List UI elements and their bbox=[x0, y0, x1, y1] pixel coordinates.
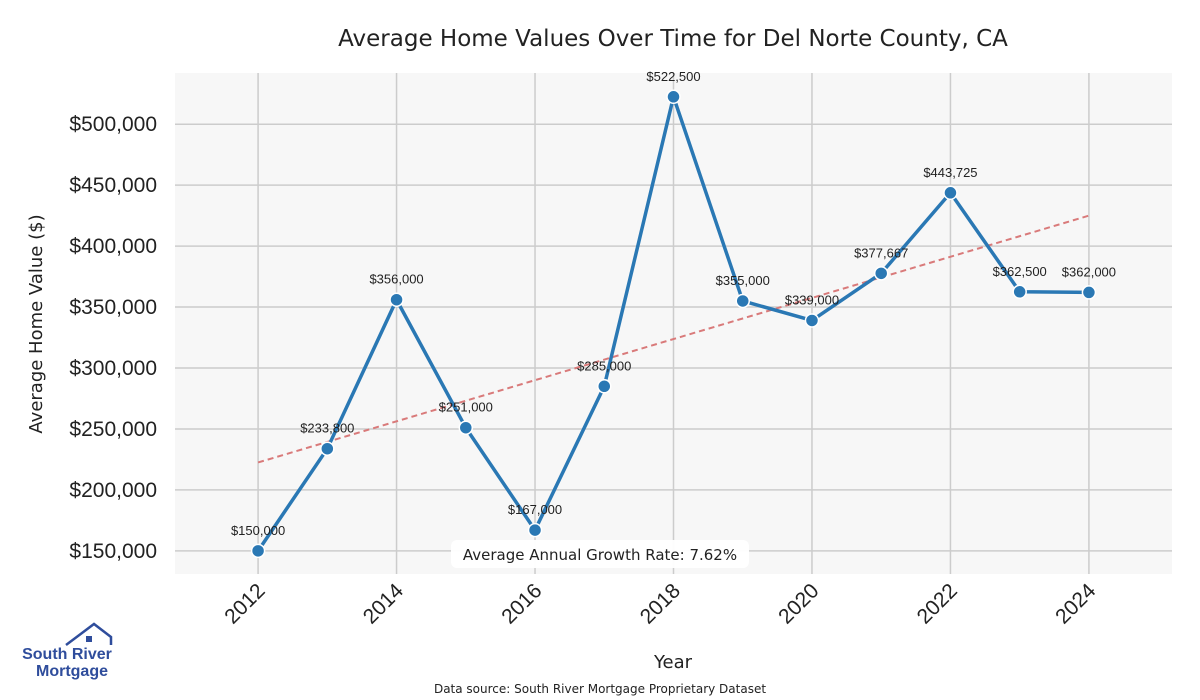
data-point bbox=[389, 292, 404, 307]
data-label: $285,000 bbox=[577, 358, 631, 373]
x-tick-label: 2024 bbox=[1051, 579, 1101, 629]
chart-title: Average Home Values Over Time for Del No… bbox=[338, 26, 1008, 52]
data-label: $362,500 bbox=[993, 264, 1047, 279]
y-tick-label: $350,000 bbox=[69, 296, 157, 319]
data-label: $356,000 bbox=[369, 272, 423, 287]
x-tick-label: 2020 bbox=[774, 579, 823, 628]
data-label: $251,000 bbox=[439, 400, 493, 415]
data-labels: $150,000 $233,800 $356,000 $251,000 $167,000… bbox=[231, 69, 1116, 538]
x-tick-label: 2012 bbox=[220, 579, 269, 628]
data-source-note: Data source: South River Mortgage Propri… bbox=[434, 682, 766, 696]
x-tick-label: 2018 bbox=[636, 579, 685, 628]
x-tick-label: 2016 bbox=[497, 579, 546, 628]
data-label: $362,000 bbox=[1062, 264, 1116, 279]
house-roof-icon bbox=[65, 622, 113, 646]
logo: South River Mortgage bbox=[22, 622, 113, 680]
y-tick-label: $300,000 bbox=[69, 357, 157, 380]
data-point bbox=[1012, 284, 1027, 300]
trend-line bbox=[257, 214, 1090, 464]
y-tick-label: $150,000 bbox=[69, 540, 157, 563]
house-window-icon bbox=[86, 636, 92, 642]
logo-line2: Mortgage bbox=[36, 663, 108, 680]
grid-lines bbox=[175, 73, 1172, 574]
growth-annotation-box bbox=[451, 540, 749, 568]
data-point bbox=[943, 185, 958, 201]
data-point bbox=[873, 266, 889, 281]
data-label: $150,000 bbox=[231, 523, 285, 538]
y-tick-label: $400,000 bbox=[69, 235, 157, 258]
data-label: $377,667 bbox=[854, 245, 908, 260]
y-tick-label: $450,000 bbox=[69, 174, 157, 197]
data-point bbox=[804, 313, 820, 328]
data-point bbox=[735, 293, 750, 309]
data-point bbox=[666, 89, 681, 105]
x-axis-label: Year bbox=[653, 652, 693, 673]
data-point bbox=[527, 522, 543, 538]
growth-annotation-text: Average Annual Growth Rate: 7.62% bbox=[463, 546, 737, 564]
data-point bbox=[597, 379, 612, 394]
data-point bbox=[458, 420, 474, 435]
data-point bbox=[320, 441, 335, 456]
x-tick-label: 2014 bbox=[359, 579, 409, 629]
data-label: $339,000 bbox=[785, 292, 839, 307]
data-label: $355,000 bbox=[716, 273, 770, 288]
logo-line1: South River bbox=[22, 646, 112, 663]
y-tick-label: $500,000 bbox=[69, 113, 157, 136]
data-label: $167,000 bbox=[508, 502, 562, 517]
y-axis-ticks: $150,000 $200,000 $250,000 $300,000 $350,000… bbox=[69, 113, 157, 563]
data-point bbox=[1081, 285, 1097, 300]
x-axis-ticks: 2012 2014 2016 2018 2020 2022 2024 bbox=[220, 579, 1100, 629]
data-points bbox=[250, 89, 1097, 559]
y-axis-label: Average Home Value ($) bbox=[26, 214, 47, 433]
data-point bbox=[250, 543, 266, 559]
data-label: $443,725 bbox=[923, 165, 977, 180]
y-tick-label: $200,000 bbox=[69, 479, 157, 502]
data-label: $522,500 bbox=[646, 69, 700, 84]
x-tick-label: 2022 bbox=[913, 579, 962, 628]
data-label: $233,800 bbox=[300, 421, 354, 436]
y-tick-label: $250,000 bbox=[69, 418, 157, 441]
growth-annotation: Average Annual Growth Rate: 7.62% bbox=[451, 540, 749, 568]
